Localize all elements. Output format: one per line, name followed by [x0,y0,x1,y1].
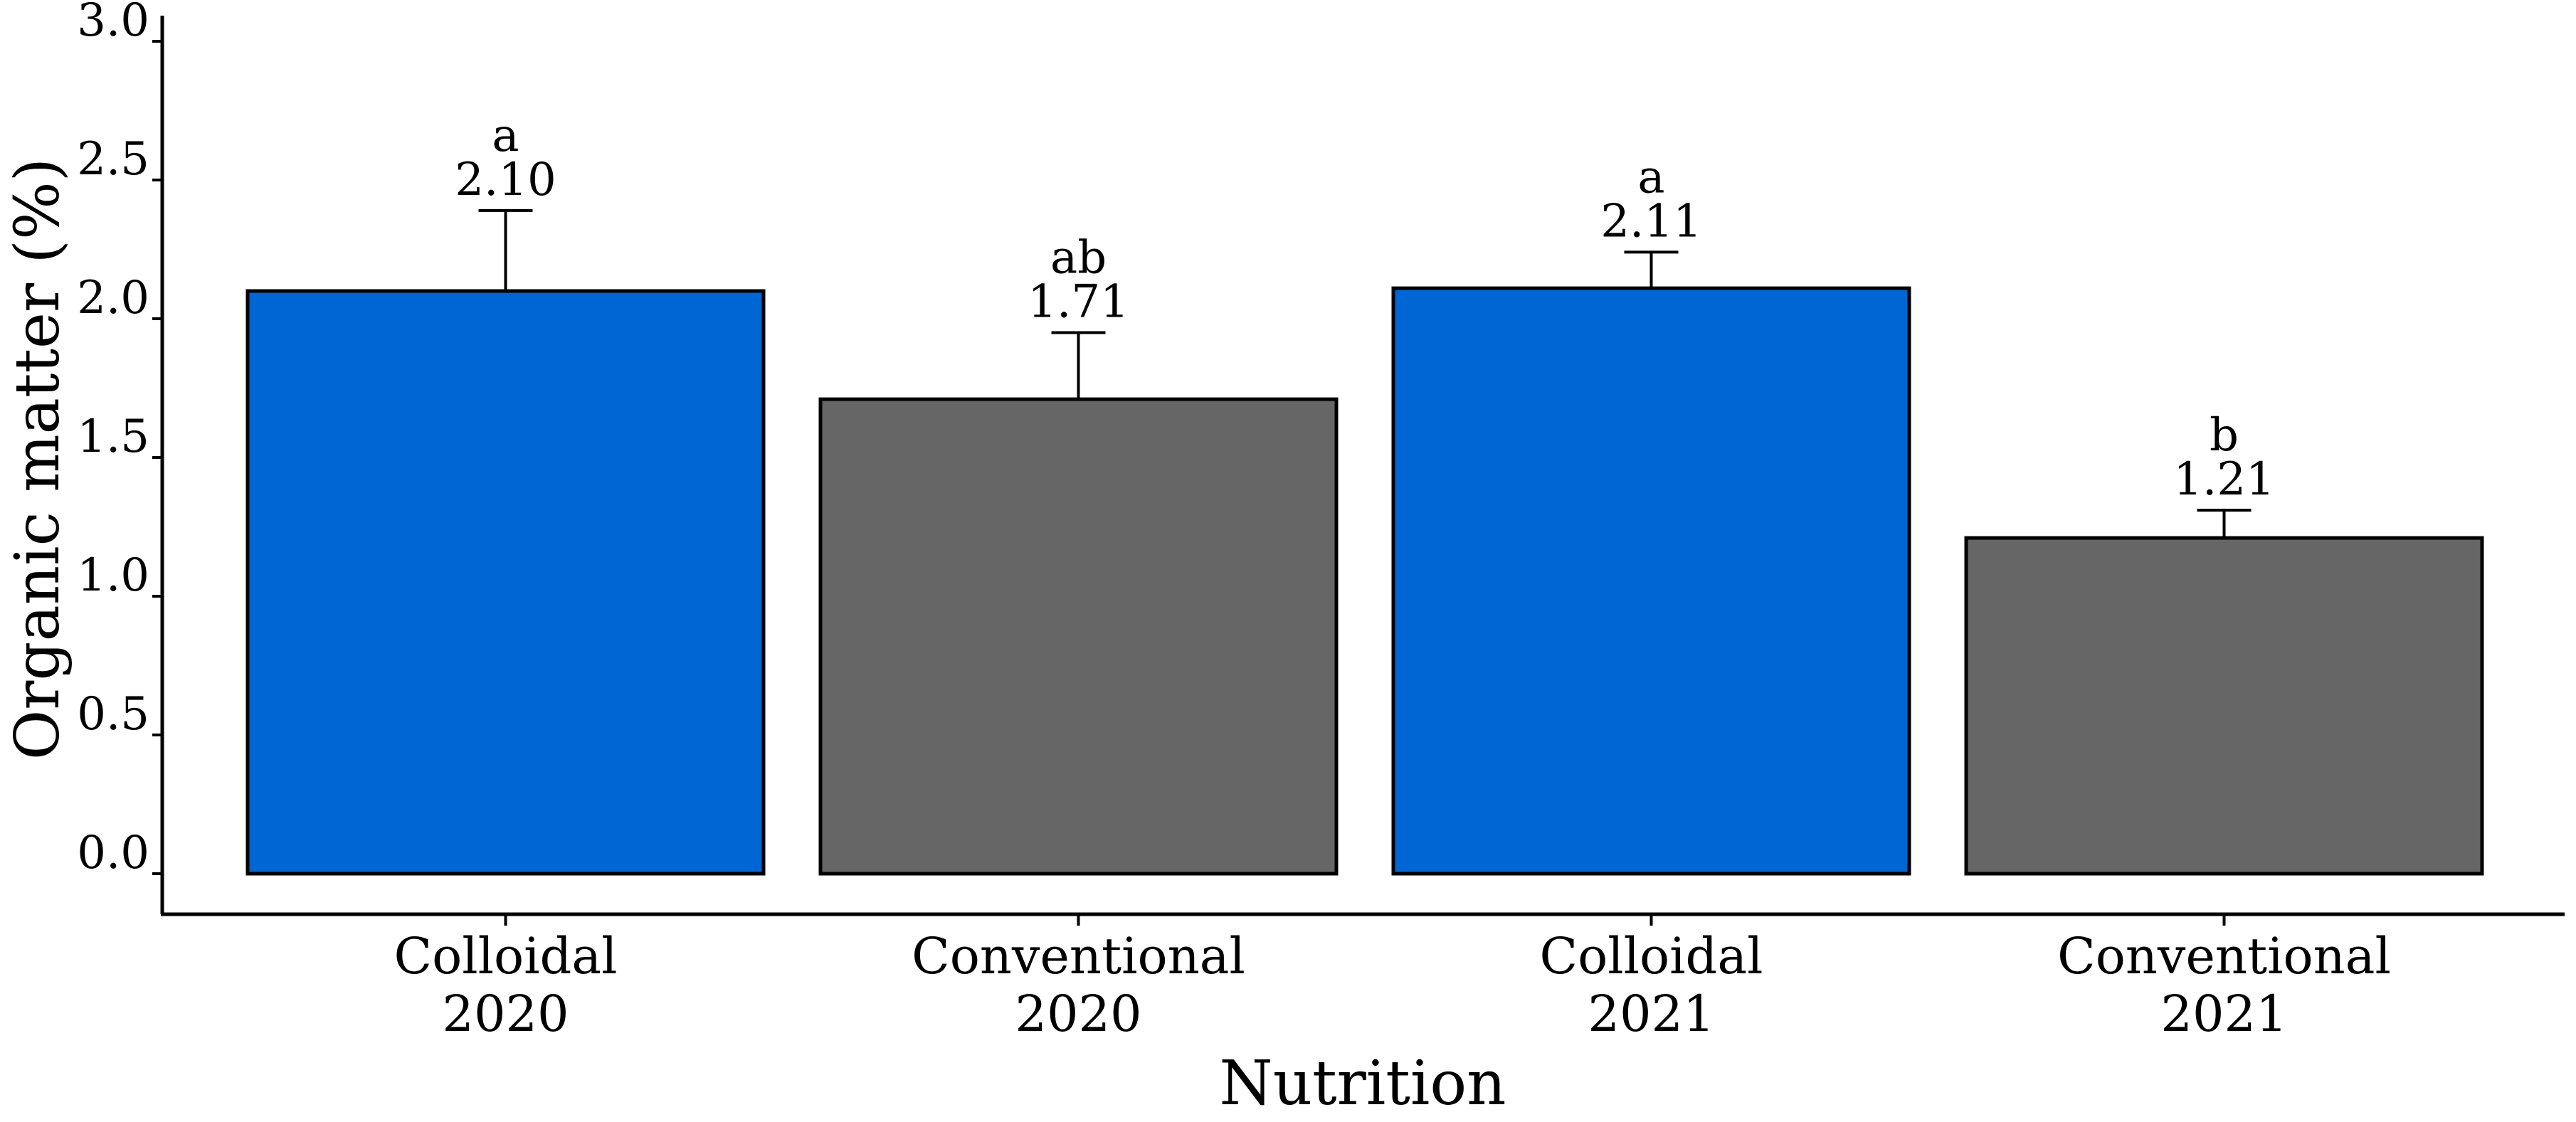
bar [1964,536,2484,876]
x-category-label: 2021 [1588,985,1714,1043]
value-label: 1.21 [2173,453,2275,506]
axes: 0.00.51.01.52.02.53.0Colloidal2020Conven… [77,0,2565,1043]
x-category-label: 2021 [2160,985,2287,1043]
y-tick-label: 2.0 [77,272,149,324]
x-category-label: Conventional [912,927,1245,985]
significance-letter: a [1637,151,1664,203]
x-category-label: Conventional [2057,927,2391,985]
error-bars [478,208,2252,539]
bars [246,286,2484,876]
bar [818,397,1339,876]
value-label: 2.11 [1600,195,1702,248]
significance-letter: ab [1050,232,1107,285]
significance-letter: b [2210,409,2239,462]
y-tick-label: 2.5 [77,133,149,186]
significance-letter: a [492,110,519,162]
x-category-label: 2020 [1015,985,1141,1043]
x-category-label: Colloidal [1540,927,1763,985]
y-tick-label: 1.0 [77,549,149,602]
y-tick-label: 0.5 [77,688,149,741]
value-label: 2.10 [455,154,556,206]
x-axis-title: Nutrition [1219,1048,1506,1119]
bar [246,289,766,876]
value-label: 1.71 [1028,276,1129,329]
bar [1391,286,1911,876]
y-tick-label: 0.0 [77,827,149,879]
y-tick-label: 1.5 [77,411,149,463]
x-category-label: 2020 [442,985,569,1043]
y-tick-label: 3.0 [77,0,149,47]
y-axis-title: Organic matter (%) [2,158,73,760]
x-category-label: Colloidal [394,927,618,985]
